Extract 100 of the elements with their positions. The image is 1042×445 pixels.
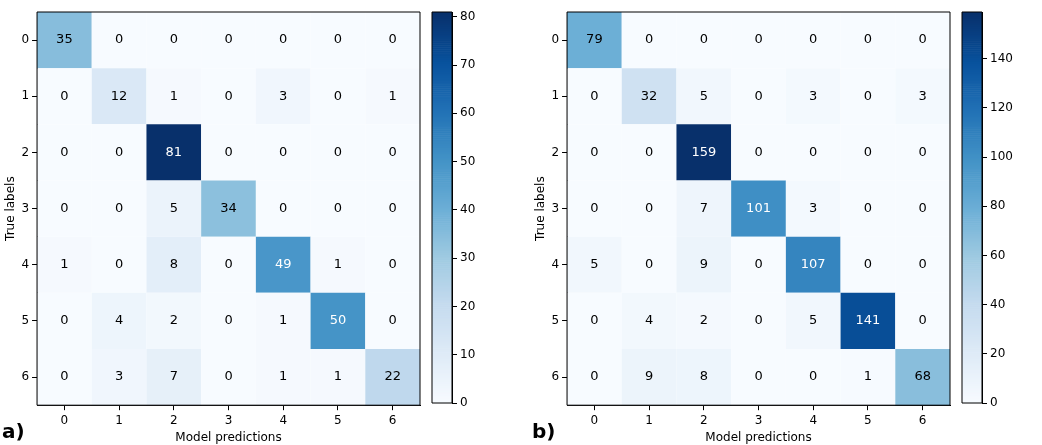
x-tick-label: 4	[809, 412, 818, 427]
data-label: 0	[644, 31, 654, 47]
x-axis-title: Model predictions	[705, 429, 812, 444]
data-label: 0	[809, 143, 818, 159]
data-label: 0	[114, 256, 124, 272]
data-label: 0	[114, 143, 124, 159]
data-label: 3	[809, 87, 818, 103]
data-label: 0	[333, 87, 343, 103]
data-label: 1	[333, 368, 343, 384]
y-tick-label: 6	[551, 369, 560, 384]
data-label: 1	[169, 87, 178, 103]
data-label: 50	[329, 312, 347, 328]
data-label: 0	[699, 31, 708, 47]
y-tick-label: 2	[21, 144, 30, 159]
data-label: 0	[169, 31, 178, 47]
data-label: 0	[644, 256, 654, 272]
data-label: 0	[60, 143, 69, 159]
data-label: 0	[918, 256, 927, 272]
y-axis-title: True labels	[533, 176, 548, 242]
data-label: 68	[914, 368, 931, 384]
data-label: 0	[590, 199, 599, 215]
data-label: 0	[590, 312, 599, 328]
y-tick-label: 0	[21, 32, 30, 47]
y-tick-label: 3	[551, 200, 560, 215]
data-label: 0	[754, 31, 763, 47]
data-label: 0	[388, 256, 397, 272]
y-tick-label: 5	[21, 313, 30, 328]
x-tick-label: 5	[864, 412, 872, 427]
data-label: 0	[114, 199, 124, 215]
data-label: 0	[644, 199, 654, 215]
data-label: 3	[279, 87, 288, 103]
color-bar-label: 30	[460, 250, 476, 265]
color-bar-label: 50	[460, 153, 476, 168]
data-label: 49	[274, 256, 292, 272]
data-label: 1	[863, 368, 873, 384]
data-label: 0	[60, 87, 69, 103]
data-label: 1	[333, 256, 343, 272]
data-label: 22	[384, 368, 401, 384]
data-label: 0	[809, 368, 818, 384]
data-label: 4	[114, 312, 124, 328]
color-bar-label: 120	[990, 100, 1013, 115]
data-label: 0	[333, 31, 343, 47]
data-label: 0	[333, 199, 343, 215]
data-label: 159	[691, 143, 717, 159]
data-label: 0	[224, 31, 233, 47]
text: a)	[2, 419, 25, 443]
data-label: 1	[388, 87, 397, 103]
data-label: 1	[60, 256, 69, 272]
data-label: 5	[169, 199, 178, 215]
data-label: 7	[169, 368, 178, 384]
data-label: 5	[699, 87, 708, 103]
data-label: 3	[114, 368, 124, 384]
x-tick-label: 3	[754, 412, 763, 427]
data-label: 3	[809, 199, 818, 215]
y-tick-label: 3	[21, 200, 30, 215]
data-label: 141	[855, 312, 881, 328]
data-label: 8	[699, 368, 708, 384]
data-label: 0	[60, 312, 69, 328]
x-tick-label: 0	[60, 412, 69, 427]
data-label: 0	[114, 31, 124, 47]
data-label: 0	[224, 87, 233, 103]
color-bar-label: 0	[460, 395, 468, 410]
data-label: 0	[918, 31, 927, 47]
color-bar-label: 0	[990, 395, 998, 410]
data-label: 0	[754, 368, 763, 384]
x-tick-label: 1	[115, 412, 123, 427]
y-tick-label: 1	[21, 88, 30, 103]
data-label: 5	[809, 312, 818, 328]
color-bar-label: 60	[460, 105, 476, 120]
data-label: 5	[590, 256, 599, 272]
data-label: 0	[863, 143, 873, 159]
data-label: 0	[60, 199, 69, 215]
data-label: 0	[279, 31, 288, 47]
y-tick-label: 4	[551, 256, 560, 271]
data-label: 32	[640, 87, 658, 103]
y-tick-label: 6	[21, 369, 30, 384]
x-tick-label: 3	[224, 412, 233, 427]
x-tick-label: 0	[590, 412, 599, 427]
data-label: 9	[644, 368, 654, 384]
data-label: 0	[754, 143, 763, 159]
color-bar-label: 60	[990, 247, 1006, 262]
data-label: 0	[590, 368, 599, 384]
data-label: 4	[644, 312, 654, 328]
text: b)	[532, 419, 556, 443]
y-tick-label: 4	[21, 256, 30, 271]
data-label: 0	[388, 312, 397, 328]
data-label: 1	[279, 368, 288, 384]
data-label: 3	[918, 87, 927, 103]
data-label: 2	[699, 312, 708, 328]
data-label: 0	[863, 199, 873, 215]
y-tick-label: 0	[551, 32, 560, 47]
data-label: 34	[220, 199, 237, 215]
data-label: 0	[590, 143, 599, 159]
data-label: 0	[644, 143, 654, 159]
x-tick-label: 1	[645, 412, 653, 427]
x-tick-label: 2	[699, 412, 708, 427]
color-bar-label: 70	[460, 57, 476, 72]
data-label: 0	[388, 31, 397, 47]
data-label: 0	[279, 199, 288, 215]
data-label: 0	[754, 87, 763, 103]
